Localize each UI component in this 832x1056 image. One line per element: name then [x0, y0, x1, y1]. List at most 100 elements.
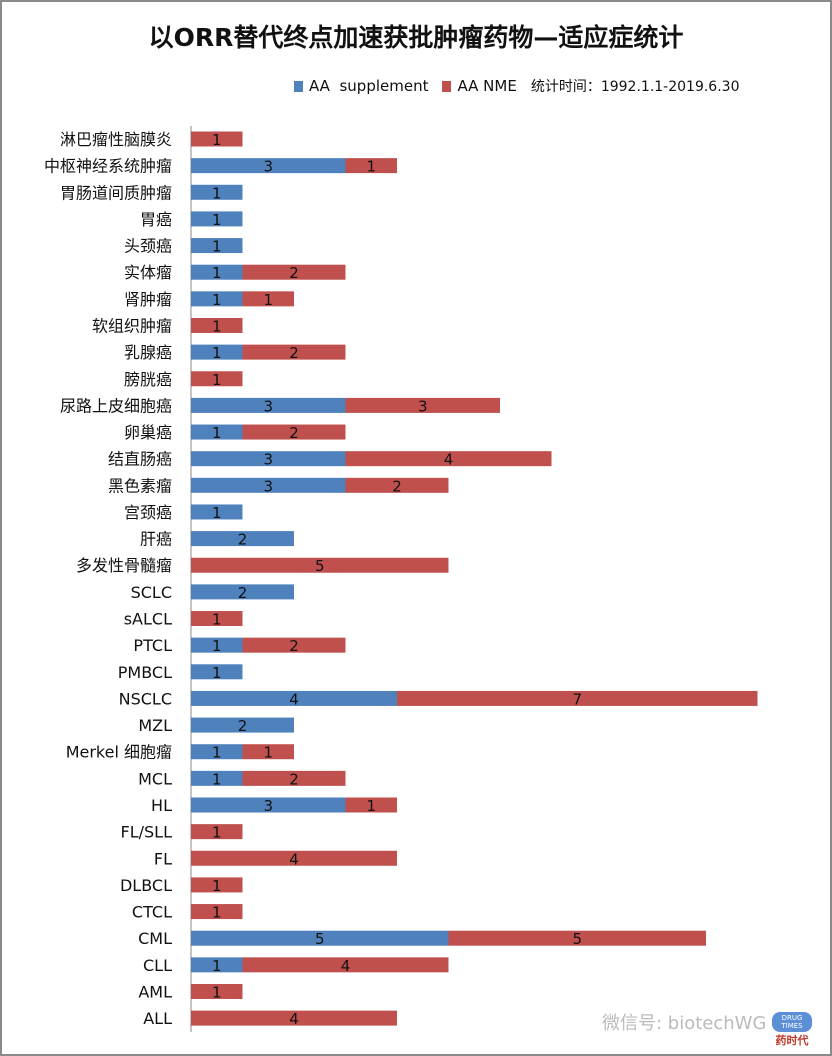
bar-nme: [345, 158, 397, 174]
data-label: 1: [212, 770, 222, 788]
bar-nme: [191, 1010, 397, 1026]
legend-label: AA supplement: [309, 77, 429, 95]
bar-nme: [191, 904, 243, 920]
bar-nme: [397, 690, 758, 706]
data-label: 2: [238, 584, 248, 602]
data-label: 1: [212, 317, 222, 335]
data-label: 3: [263, 797, 273, 815]
data-label: 3: [263, 451, 273, 469]
category-label: SCLC: [131, 583, 172, 602]
data-label: 2: [238, 717, 248, 735]
bar-nme: [242, 264, 346, 280]
data-label: 4: [289, 850, 299, 868]
category-label: 结直肠癌: [108, 450, 172, 469]
data-label: 1: [212, 611, 222, 629]
bar-nme: [242, 770, 346, 786]
period-note: 统计时间：1992.1.1-2019.6.30: [530, 79, 740, 95]
data-label: 4: [341, 957, 351, 975]
data-label: 1: [212, 664, 222, 682]
category-label: 中枢神经系统肿瘤: [44, 157, 172, 176]
category-label: 胃癌: [140, 210, 172, 229]
bar-supplement: [191, 717, 294, 733]
bar-supplement: [191, 184, 243, 200]
category-label: MCL: [138, 769, 172, 788]
bar-nme: [191, 877, 243, 893]
category-label: FL/SLL: [121, 823, 173, 842]
category-label: MZL: [138, 716, 172, 735]
watermark-text: 微信号: biotechWG: [602, 1013, 767, 1034]
data-label: 4: [444, 451, 454, 469]
data-label: 1: [212, 291, 222, 309]
legend-swatch-red: [442, 80, 452, 92]
bar-nme: [345, 477, 449, 493]
category-label: 肝癌: [140, 530, 172, 549]
data-label: 1: [212, 211, 222, 229]
bar-nme: [242, 344, 346, 360]
legend-item-supplement: AA supplement: [294, 77, 428, 95]
legend-swatch-blue: [294, 80, 303, 92]
category-label: NSCLC: [119, 689, 172, 708]
category-label: 尿路上皮细胞癌: [60, 396, 172, 415]
data-label: 5: [572, 930, 582, 948]
bar-supplement: [191, 690, 397, 706]
data-label: 1: [263, 744, 273, 762]
bar-nme: [242, 291, 294, 307]
bar-nme: [242, 637, 346, 653]
bar-supplement: [191, 451, 346, 467]
bar-supplement: [191, 637, 243, 653]
data-label: 5: [315, 557, 325, 575]
category-label: PMBCL: [118, 663, 172, 682]
bar-supplement: [191, 344, 243, 360]
data-label: 2: [289, 424, 299, 442]
data-label: 1: [366, 158, 376, 176]
data-label: 1: [212, 637, 222, 655]
data-label: 5: [315, 930, 325, 948]
bar-nme: [191, 557, 449, 573]
category-label: CLL: [143, 956, 172, 975]
category-label: 黑色素瘤: [108, 476, 172, 495]
category-label: sALCL: [124, 610, 172, 629]
bar-nme: [191, 611, 243, 627]
data-label: 2: [392, 477, 402, 495]
category-label: 头颈癌: [124, 237, 172, 256]
logo-pill: DRUG TIMES: [772, 1012, 812, 1032]
category-label: 膀胱癌: [124, 370, 172, 389]
category-label: 淋巴瘤性脑膜炎: [60, 130, 172, 149]
bar-nme: [191, 371, 243, 387]
category-label: 宫颈癌: [124, 503, 172, 522]
data-label: 7: [572, 690, 582, 708]
data-label: 4: [289, 1010, 299, 1028]
data-label: 1: [212, 371, 222, 389]
data-label: 3: [418, 397, 428, 415]
bar-nme: [345, 797, 397, 813]
category-label: AML: [138, 982, 172, 1001]
data-label: 1: [212, 877, 222, 895]
bar-supplement: [191, 584, 294, 600]
category-label: CML: [138, 929, 172, 948]
data-label: 1: [212, 904, 222, 922]
bar-nme: [242, 744, 294, 760]
bar-nme: [191, 317, 243, 333]
bar-supplement: [191, 531, 294, 547]
data-label: 2: [289, 637, 299, 655]
category-label: 胃肠道间质肿瘤: [60, 183, 172, 202]
data-label: 2: [289, 264, 299, 282]
category-label: 肾肿瘤: [124, 290, 172, 309]
category-label: 实体瘤: [124, 263, 172, 282]
category-label: Merkel 细胞瘤: [66, 743, 172, 762]
legend-label: AA NME: [457, 77, 517, 95]
bar-nme: [191, 131, 243, 147]
data-label: 3: [263, 158, 273, 176]
bar-supplement: [191, 397, 346, 413]
bar-supplement: [191, 291, 243, 307]
data-label: 4: [289, 690, 299, 708]
bar-nme: [191, 850, 397, 866]
data-label: 1: [212, 238, 222, 256]
bar-supplement: [191, 424, 243, 440]
logo: DRUG TIMES 药时代: [772, 1012, 812, 1048]
bar-nme: [242, 957, 449, 973]
legend: AA supplement AA NME 统计时间：1992.1.1-2019.…: [294, 76, 739, 96]
bar-supplement: [191, 477, 346, 493]
